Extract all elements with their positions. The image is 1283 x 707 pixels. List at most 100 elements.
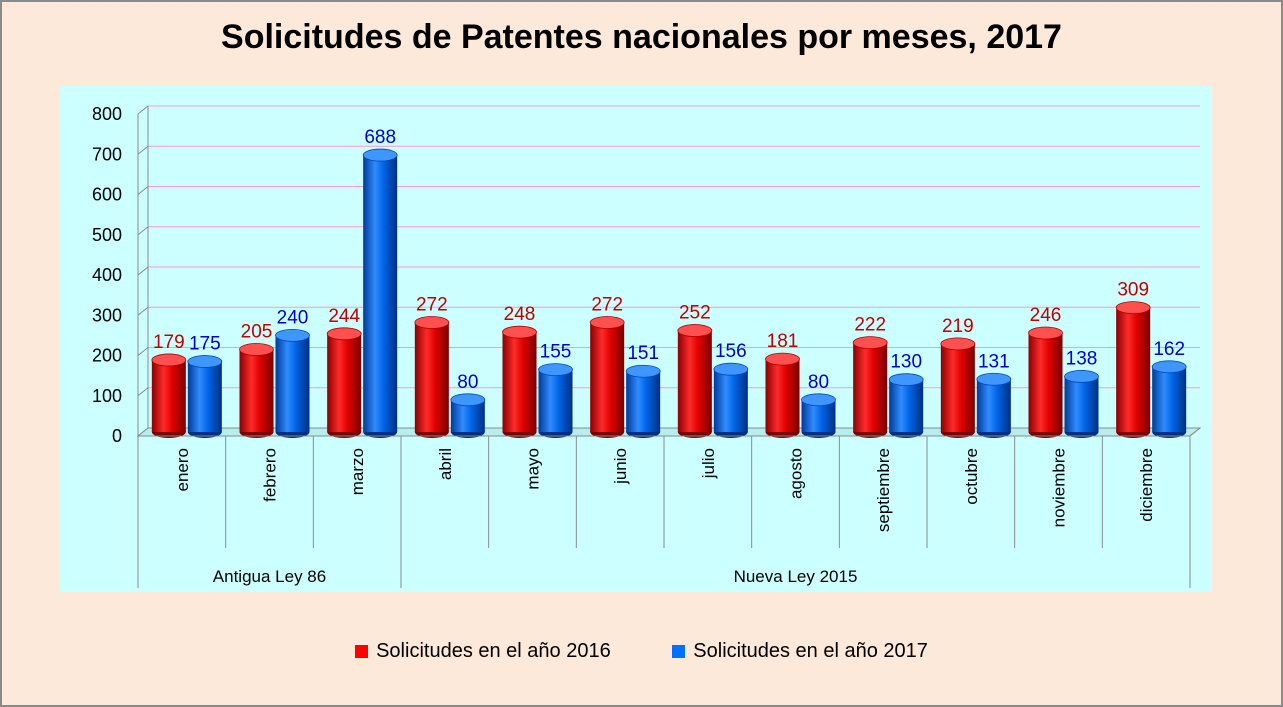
bar-top xyxy=(1152,361,1186,373)
bar-top xyxy=(977,373,1011,385)
bar-body xyxy=(1029,333,1063,432)
bar-2017-septiembre xyxy=(889,374,923,438)
data-label: 138 xyxy=(1066,348,1098,369)
legend-swatch-2017 xyxy=(672,645,685,658)
y-tick-label: 800 xyxy=(92,104,122,124)
category-label-abril: abril xyxy=(436,448,455,480)
bar-2017-febrero xyxy=(276,329,310,438)
data-label: 181 xyxy=(767,331,799,352)
gridline-side xyxy=(138,307,148,315)
bar-2016-marzo xyxy=(327,328,361,438)
y-tick-label: 300 xyxy=(92,305,122,325)
bar-2016-diciembre xyxy=(1116,302,1150,438)
gridline-side xyxy=(138,187,148,195)
bar-top xyxy=(766,353,800,365)
data-label: 309 xyxy=(1117,280,1149,301)
category-label-noviembre: noviembre xyxy=(1050,448,1069,527)
bar-2016-abril xyxy=(415,317,449,438)
bar-body xyxy=(415,323,449,432)
group-label: Nueva Ley 2015 xyxy=(734,567,858,586)
bar-top xyxy=(451,394,485,406)
bar-body xyxy=(152,360,186,432)
data-label: 244 xyxy=(328,306,360,327)
bar-top xyxy=(678,325,712,337)
bar-top xyxy=(188,356,222,368)
bar-top xyxy=(889,374,923,386)
bar-2016-enero xyxy=(152,354,186,438)
category-label-marzo: marzo xyxy=(348,448,367,495)
data-label: 205 xyxy=(241,321,273,342)
bar-body xyxy=(1152,367,1186,432)
bar-body xyxy=(714,369,748,432)
bar-2016-noviembre xyxy=(1029,327,1063,438)
data-label: 131 xyxy=(978,351,1010,372)
bar-body xyxy=(188,362,222,432)
data-label: 248 xyxy=(504,304,536,325)
data-label: 246 xyxy=(1030,305,1062,326)
bar-2017-abril xyxy=(451,394,485,438)
data-label: 80 xyxy=(457,372,478,393)
bar-2016-agosto xyxy=(766,353,800,438)
bar-2016-septiembre xyxy=(853,337,887,438)
data-label: 130 xyxy=(890,352,922,373)
bar-top xyxy=(802,394,836,406)
bar-top xyxy=(327,328,361,340)
bar-top xyxy=(240,343,274,355)
bar-body xyxy=(590,323,624,432)
gridline-side xyxy=(138,227,148,235)
gridline-side xyxy=(138,267,148,275)
data-label: 179 xyxy=(153,332,185,353)
chart-canvas: 1792052442722482722521812222192463091752… xyxy=(60,86,1212,592)
bar-2017-marzo xyxy=(363,149,397,438)
bar-2017-diciembre xyxy=(1152,361,1186,438)
bar-body xyxy=(327,334,361,432)
data-label: 252 xyxy=(679,303,711,324)
data-label: 272 xyxy=(416,295,448,316)
bar-2017-enero xyxy=(188,356,222,438)
legend: Solicitudes en el año 2016 Solicitudes e… xyxy=(0,640,1283,663)
category-label-febrero: febrero xyxy=(261,448,280,502)
data-label: 162 xyxy=(1153,339,1185,360)
bar-body xyxy=(678,331,712,432)
bar-2016-mayo xyxy=(503,326,537,438)
plot-area: 1792052442722482722521812222192463091752… xyxy=(60,86,1212,592)
chart-title: Solicitudes de Patentes nacionales por m… xyxy=(0,18,1283,57)
category-label-octubre: octubre xyxy=(962,448,981,505)
bar-2016-febrero xyxy=(240,343,274,438)
bar-top xyxy=(590,317,624,329)
category-label-enero: enero xyxy=(173,448,192,491)
data-label: 175 xyxy=(189,334,221,355)
category-label-agosto: agosto xyxy=(787,448,806,499)
bar-2016-julio xyxy=(678,325,712,438)
data-label: 80 xyxy=(808,372,829,393)
bar-top xyxy=(415,317,449,329)
legend-label-2017: Solicitudes en el año 2017 xyxy=(693,640,928,662)
bar-body xyxy=(1116,308,1150,432)
bar-2017-junio xyxy=(626,365,660,438)
legend-item-2017: Solicitudes en el año 2017 xyxy=(672,640,928,663)
bar-2017-noviembre xyxy=(1065,370,1099,438)
bar-top xyxy=(1116,302,1150,314)
bar-body xyxy=(503,332,537,432)
legend-label-2016: Solicitudes en el año 2016 xyxy=(376,640,611,662)
data-label: 151 xyxy=(627,343,659,364)
gridline-side xyxy=(138,106,148,114)
category-label-septiembre: septiembre xyxy=(874,448,893,532)
data-label: 219 xyxy=(942,316,974,337)
bar-top xyxy=(276,329,310,341)
category-label-julio: julio xyxy=(699,448,718,479)
data-label: 688 xyxy=(364,127,396,148)
bar-top xyxy=(626,365,660,377)
category-label-mayo: mayo xyxy=(524,448,543,490)
bar-top xyxy=(714,363,748,375)
bar-2017-agosto xyxy=(802,394,836,438)
category-label-junio: junio xyxy=(611,448,630,485)
y-tick-label: 700 xyxy=(92,144,122,164)
data-label: 155 xyxy=(540,342,572,363)
bar-2017-mayo xyxy=(539,364,573,438)
bar-top xyxy=(363,149,397,161)
data-label: 156 xyxy=(715,341,747,362)
y-tick-label: 500 xyxy=(92,225,122,245)
data-label: 272 xyxy=(591,295,623,316)
data-label: 222 xyxy=(854,315,886,336)
